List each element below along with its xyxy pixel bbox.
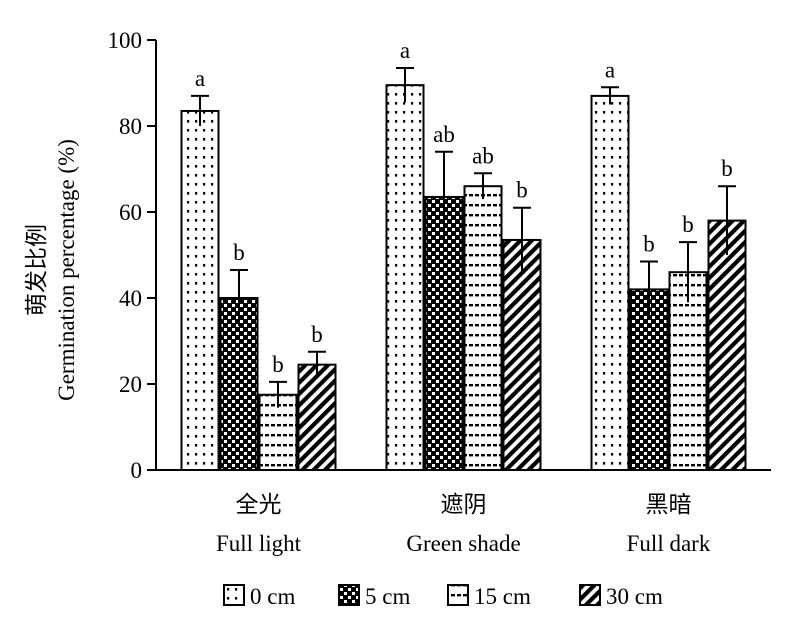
- y-tick-label: 0: [131, 458, 143, 483]
- significance-letter: b: [682, 212, 694, 237]
- bar: [297, 363, 337, 471]
- legend-label: 15 cm: [474, 584, 531, 609]
- category-label-zh: 遮阴: [441, 492, 487, 517]
- significance-letter: b: [272, 352, 284, 377]
- category-label-en: Full light: [216, 531, 302, 556]
- significance-letter: ab: [472, 143, 494, 168]
- category-label-zh: 黑暗: [646, 492, 692, 517]
- legend: 0 cm 5 cm 15 cm 30 cm: [223, 584, 663, 609]
- y-axis-label-en: Germination percentage (%): [54, 139, 79, 401]
- legend-swatch: [223, 584, 245, 606]
- category-label-en: Full dark: [627, 531, 711, 556]
- bar: [463, 185, 503, 471]
- y-axis-label: 萌发比例 Germination percentage (%): [24, 139, 79, 401]
- significance-letter: a: [400, 38, 410, 63]
- significance-letter: a: [195, 66, 205, 91]
- significance-letter: b: [721, 156, 733, 181]
- legend-swatch: [579, 584, 601, 606]
- significance-letter: ab: [433, 122, 455, 147]
- legend-swatch: [338, 584, 360, 606]
- significance-letter: b: [643, 231, 655, 256]
- significance-letter: b: [311, 322, 323, 347]
- significance-letter: a: [605, 57, 615, 82]
- legend-label: 5 cm: [365, 584, 410, 609]
- legend-label: 30 cm: [606, 584, 663, 609]
- axes: [155, 40, 771, 471]
- legend-swatch: [447, 584, 469, 606]
- legend-label: 0 cm: [250, 584, 295, 609]
- bar: [180, 109, 220, 471]
- y-tick-label: 100: [108, 28, 143, 53]
- bar: [385, 84, 425, 472]
- y-tick-label: 40: [119, 286, 142, 311]
- y-tick-label: 20: [119, 372, 142, 397]
- y-tick-label: 60: [119, 200, 142, 225]
- significance-letter: b: [516, 178, 528, 203]
- bar: [707, 219, 747, 471]
- y-axis-ticks: 0 20 40 60 80 100: [108, 28, 156, 483]
- category-label-zh: 全光: [236, 492, 282, 517]
- bar: [590, 94, 630, 472]
- bar: [219, 297, 259, 471]
- bar: [502, 238, 542, 471]
- y-axis-label-zh: 萌发比例: [24, 224, 49, 316]
- y-tick-label: 80: [119, 114, 142, 139]
- category-labels: 全光 Full light 遮阴 Green shade 黑暗 Full dark: [216, 492, 711, 556]
- bar: [668, 271, 708, 472]
- category-label-en: Green shade: [406, 531, 520, 556]
- significance-letter: b: [233, 240, 245, 265]
